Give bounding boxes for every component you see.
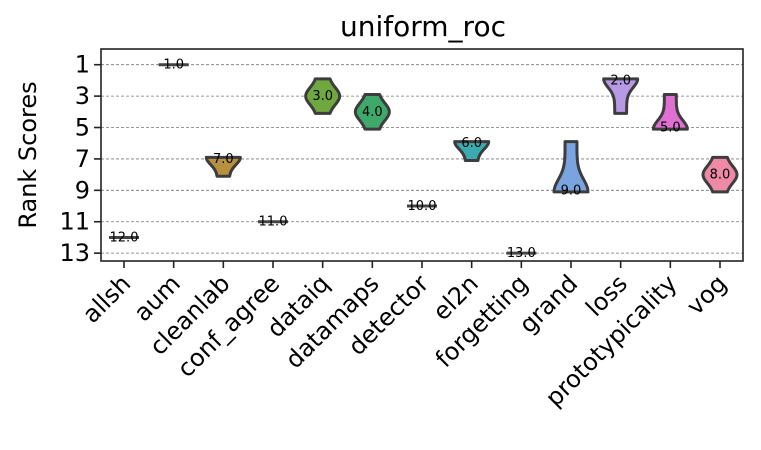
plot-frame xyxy=(100,48,744,262)
median-label-prototypicality: 5.0 xyxy=(660,121,681,136)
violin-vog xyxy=(701,155,739,194)
chart-title: uniform_roc xyxy=(340,10,506,43)
y-tick-label: 1 xyxy=(75,51,90,79)
median-label-loss: 2.0 xyxy=(610,73,631,88)
violin-cleanlab xyxy=(204,155,242,178)
y-tick-label: 13 xyxy=(59,239,90,267)
median-label-datamaps: 4.0 xyxy=(362,105,383,120)
violin-dataiq xyxy=(304,77,342,115)
violin-prototypicality xyxy=(651,93,689,131)
data-label-layer: 12.0 1.0 7.0 11.0 3.0 4.0 10.0 6.0 13.0 9.0 2.0 5.0… xyxy=(110,58,731,261)
median-label-dataiq: 3.0 xyxy=(312,89,333,104)
y-tick-label: 7 xyxy=(75,145,90,173)
median-label-forgetting: 13.0 xyxy=(507,246,536,261)
median-label-detector: 10.0 xyxy=(408,199,437,214)
violin-datamaps xyxy=(353,93,391,131)
y-axis-label: Rank Scores xyxy=(14,81,42,228)
violin-layer xyxy=(109,63,739,255)
median-label-aum: 1.0 xyxy=(163,58,184,73)
violin-el2n xyxy=(453,140,491,162)
x-tick-label: allsh xyxy=(77,269,136,328)
y-tick-label: 5 xyxy=(75,114,90,142)
median-label-conf_agree: 11.0 xyxy=(259,215,288,230)
y-tick-label: 11 xyxy=(59,208,90,236)
grid-layer xyxy=(101,64,743,254)
x-axis: allshaumcleanlabconf_agreedataiqdatamaps… xyxy=(77,261,732,412)
median-label-grand: 9.0 xyxy=(561,183,582,198)
violin-loss xyxy=(602,77,640,115)
median-label-el2n: 6.0 xyxy=(461,136,482,151)
median-label-vog: 8.0 xyxy=(710,168,731,183)
x-tick-label: vog xyxy=(681,269,732,320)
median-label-allsh: 12.0 xyxy=(110,230,139,245)
median-label-cleanlab: 7.0 xyxy=(213,152,234,167)
violin-grand xyxy=(552,140,590,194)
y-tick-label: 3 xyxy=(75,82,90,110)
y-tick-label: 9 xyxy=(75,176,90,204)
